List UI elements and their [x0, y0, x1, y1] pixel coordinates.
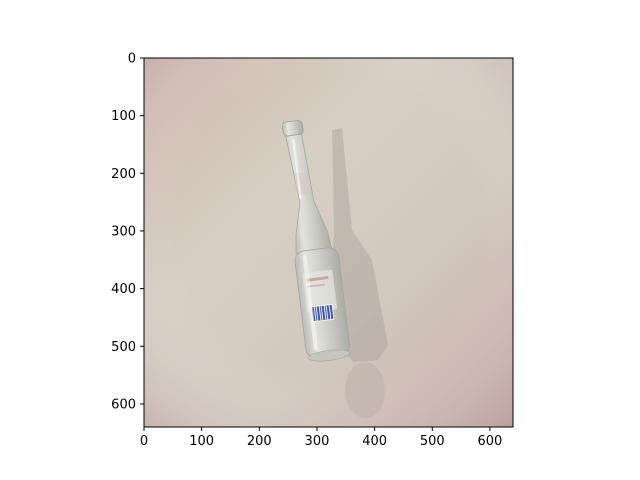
y-axis: 0 100 200 300 400 500 600 [111, 52, 144, 412]
y-tick-label: 400 [111, 282, 136, 297]
y-tick-label: 600 [111, 397, 136, 412]
axes-frame [143, 57, 514, 428]
bottle-shape [282, 120, 350, 362]
x-tick-label: 200 [247, 434, 272, 449]
y-tick-label: 500 [111, 340, 136, 355]
x-tick-label: 400 [362, 434, 387, 449]
x-tick-label: 600 [478, 434, 503, 449]
x-tick-label: 0 [140, 434, 148, 449]
y-tick-label: 100 [111, 109, 136, 124]
x-tick-label: 300 [305, 434, 330, 449]
barcode-mark [310, 303, 335, 323]
x-tick-label: 100 [189, 434, 214, 449]
y-tick-label: 300 [111, 224, 136, 239]
y-tick-label: 0 [128, 52, 136, 67]
photo-image [144, 58, 513, 427]
x-axis: 0 100 200 300 400 500 600 [140, 427, 502, 449]
y-tick-label: 200 [111, 167, 136, 182]
x-tick-label: 500 [420, 434, 445, 449]
